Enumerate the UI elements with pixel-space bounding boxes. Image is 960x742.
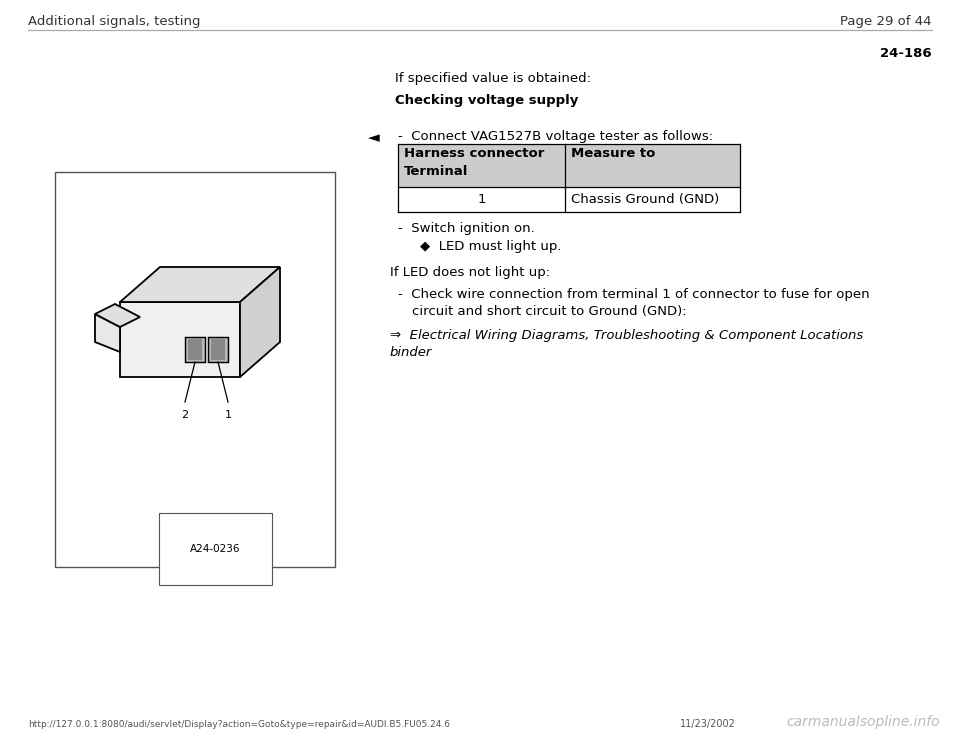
Text: binder: binder [390, 346, 432, 359]
Text: -  Check wire connection from terminal 1 of connector to fuse for open: - Check wire connection from terminal 1 … [398, 288, 870, 301]
Text: ◄: ◄ [368, 130, 380, 145]
Text: http://127.0.0.1:8080/audi/servlet/Display?action=Goto&type=repair&id=AUDI.B5.FU: http://127.0.0.1:8080/audi/servlet/Displ… [28, 720, 450, 729]
Text: -  Switch ignition on.: - Switch ignition on. [398, 222, 535, 235]
Polygon shape [120, 267, 280, 302]
Bar [208, 337, 228, 362]
Text: Checking voltage supply: Checking voltage supply [395, 94, 578, 107]
Bar [398, 144, 740, 187]
Polygon shape [240, 267, 280, 377]
Text: 11/23/2002: 11/23/2002 [680, 719, 736, 729]
Text: 1: 1 [477, 193, 486, 206]
Text: Chassis Ground (GND): Chassis Ground (GND) [571, 193, 719, 206]
Text: 2: 2 [181, 410, 188, 420]
Polygon shape [120, 302, 240, 377]
Text: Measure to: Measure to [571, 147, 656, 160]
Text: 1: 1 [225, 410, 231, 420]
Text: Additional signals, testing: Additional signals, testing [28, 15, 201, 28]
Polygon shape [95, 304, 140, 327]
Text: Terminal: Terminal [404, 165, 468, 178]
Text: A24-0236: A24-0236 [190, 544, 240, 554]
Text: -  Connect VAG1527B voltage tester as follows:: - Connect VAG1527B voltage tester as fol… [398, 130, 713, 143]
Text: ⇒  Electrical Wiring Diagrams, Troubleshooting & Component Locations: ⇒ Electrical Wiring Diagrams, Troublesho… [390, 329, 863, 342]
Bar [185, 337, 205, 362]
Text: Page 29 of 44: Page 29 of 44 [841, 15, 932, 28]
Polygon shape [95, 314, 120, 352]
Text: If specified value is obtained:: If specified value is obtained: [395, 72, 591, 85]
Bar [398, 187, 740, 212]
Bar [211, 339, 225, 360]
Bar [188, 339, 202, 360]
Bar [55, 172, 335, 567]
Text: If LED does not light up:: If LED does not light up: [390, 266, 550, 279]
Text: 24-186: 24-186 [880, 47, 932, 60]
Text: circuit and short circuit to Ground (GND):: circuit and short circuit to Ground (GND… [412, 305, 686, 318]
Text: Harness connector: Harness connector [404, 147, 544, 160]
Text: ◆  LED must light up.: ◆ LED must light up. [420, 240, 562, 253]
Text: carmanualsopline.info: carmanualsopline.info [786, 715, 940, 729]
